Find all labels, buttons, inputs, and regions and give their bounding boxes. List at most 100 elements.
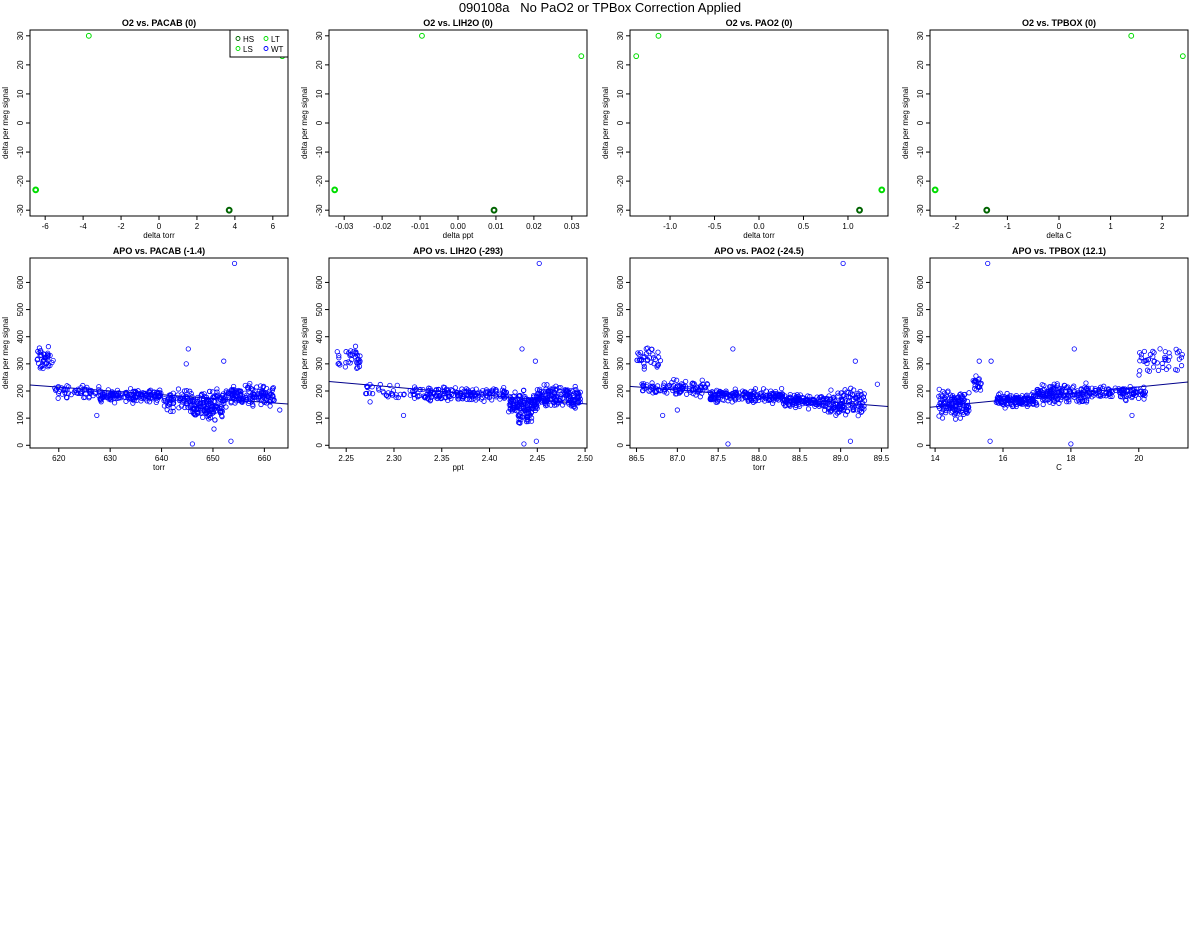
data-point: [946, 401, 952, 407]
data-point: [260, 390, 266, 396]
data-point: [245, 385, 251, 391]
data-point: [336, 353, 342, 359]
data-point: [401, 392, 407, 398]
data-marks: [331, 32, 585, 214]
data-point: [1019, 393, 1025, 399]
data-point: [641, 361, 647, 367]
data-point: [455, 390, 461, 396]
data-point: [161, 396, 168, 402]
data-point: [1089, 394, 1095, 400]
data-point: [762, 398, 768, 404]
data-point: [207, 388, 213, 395]
data-point: [1138, 355, 1144, 361]
data-point: [211, 426, 217, 432]
data-point: [975, 377, 982, 383]
data-point: [684, 391, 690, 397]
data-point: [978, 380, 984, 386]
data-point: [1159, 360, 1165, 367]
y-tick-label: 10: [916, 89, 925, 98]
x-tick-label: 0: [157, 222, 162, 231]
y-tick-label: -20: [16, 175, 25, 187]
data-point: [963, 403, 969, 410]
data-point: [201, 400, 207, 406]
x-tick-label: 2.25: [338, 454, 354, 463]
data-point: [488, 389, 494, 396]
data-point: [856, 206, 863, 214]
data-point: [357, 359, 363, 365]
data-point: [1072, 388, 1078, 395]
data-point: [179, 399, 186, 405]
data-point: [1001, 393, 1007, 400]
y-tick-label: 20: [616, 60, 625, 69]
x-tick-label: 620: [52, 454, 66, 463]
x-tick-label: 640: [155, 454, 169, 463]
data-point: [190, 408, 196, 415]
data-point: [1027, 397, 1034, 404]
data-point: [52, 385, 58, 391]
data-point: [466, 396, 472, 403]
data-point: [447, 393, 453, 399]
data-point: [510, 398, 516, 404]
data-point: [490, 206, 498, 214]
data-point: [783, 396, 790, 402]
data-point: [983, 206, 991, 214]
data-point: [519, 401, 525, 407]
data-point: [655, 349, 661, 355]
y-tick-label: 0: [916, 443, 925, 448]
x-tick-label: 2.40: [482, 454, 498, 463]
data-point: [45, 364, 51, 370]
x-tick-label: -6: [42, 222, 50, 231]
data-point: [436, 393, 442, 399]
data-point: [270, 396, 276, 402]
data-point: [750, 393, 756, 399]
y-tick-label: 20: [315, 60, 324, 69]
data-point: [456, 396, 462, 402]
data-point: [714, 399, 721, 405]
data-point: [94, 412, 100, 419]
data-point: [723, 388, 729, 394]
panel-title: O2 vs. LIH2O (0): [423, 18, 493, 28]
data-point: [43, 361, 49, 367]
data-point: [101, 391, 107, 397]
data-point: [952, 410, 958, 416]
data-point: [730, 346, 736, 352]
data-point: [561, 389, 567, 395]
data-point: [231, 260, 238, 267]
data-point: [951, 398, 958, 404]
data-point: [45, 357, 51, 363]
data-point: [63, 394, 70, 400]
data-point: [242, 390, 248, 396]
data-point: [971, 386, 978, 392]
data-point: [732, 397, 738, 403]
data-marks: [329, 260, 587, 447]
y-tick-label: 500: [16, 302, 25, 316]
chart-panel-3: O2 vs. PAO2 (0) -1.0 -0.5 0.0 0.5 1.0 delta to…: [601, 18, 889, 240]
plot-frame: [629, 257, 889, 449]
x-tick-label: -0.03: [335, 222, 354, 231]
y-tick-label: -10: [315, 146, 324, 158]
data-point: [444, 390, 451, 396]
data-point: [42, 351, 48, 358]
data-point: [1040, 395, 1047, 401]
data-point: [952, 416, 959, 422]
data-point: [229, 386, 235, 393]
data-point: [848, 385, 854, 391]
data-point: [500, 392, 506, 398]
data-point: [139, 395, 145, 401]
data-point: [1080, 389, 1087, 395]
x-tick-label: 2.35: [434, 454, 450, 463]
data-point: [1179, 351, 1185, 358]
data-point: [188, 402, 195, 408]
data-point: [277, 407, 283, 413]
data-point: [165, 403, 171, 409]
chart-panel-6: APO vs. LIH2O (-293) 2.25 2.30 2.35 2.40 2.45…: [300, 246, 593, 472]
data-point: [263, 385, 270, 392]
data-point: [151, 389, 157, 395]
data-point: [1136, 395, 1142, 401]
data-point: [45, 350, 51, 356]
data-point: [860, 394, 867, 400]
data-point: [1174, 350, 1180, 356]
data-point: [407, 387, 413, 394]
data-point: [367, 399, 373, 405]
data-point: [170, 400, 177, 406]
